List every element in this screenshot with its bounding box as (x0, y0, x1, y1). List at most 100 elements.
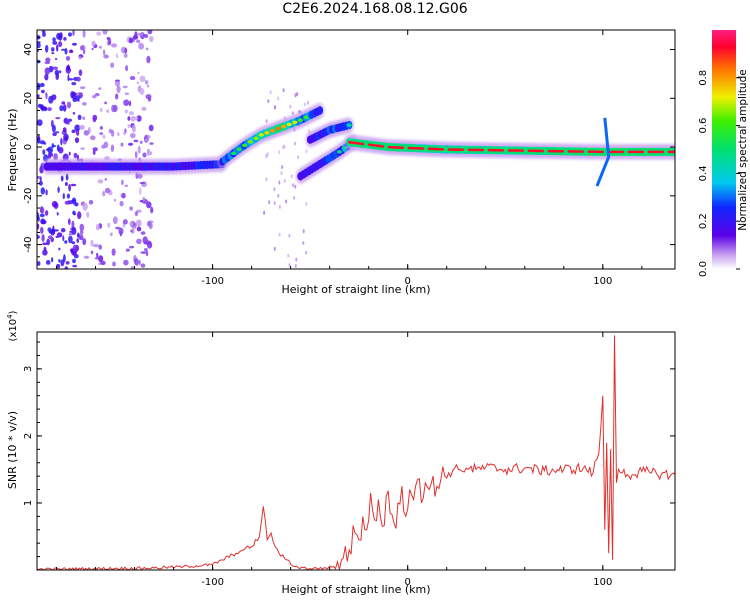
noise-speckle (91, 40, 96, 47)
noise-speckle (45, 93, 47, 96)
noise-speckle (297, 155, 300, 160)
noise-speckle (83, 255, 90, 259)
colorbar-tick-label: 0.8 (698, 70, 709, 86)
noise-speckle (305, 250, 308, 255)
noise-speckle (130, 221, 133, 227)
noise-speckle (139, 75, 146, 83)
noise-speckle (110, 144, 115, 152)
noise-speckle (79, 223, 85, 232)
noise-speckle (44, 73, 49, 81)
noise-speckle (132, 124, 136, 133)
noise-speckle (150, 206, 154, 214)
snr-y-axis-label: SNR (10 * v/v) (6, 411, 19, 489)
noise-speckle (139, 88, 145, 95)
snr-x-axis-label: Height of straight line (km) (281, 583, 430, 596)
noise-speckle (136, 81, 139, 85)
noise-speckle (107, 37, 112, 46)
noise-speckle (45, 260, 51, 265)
noise-speckle (45, 148, 51, 151)
y-tick-label: 0 (23, 144, 34, 150)
noise-speckle (305, 149, 308, 154)
noise-speckle (41, 234, 45, 242)
noise-speckle (147, 220, 152, 227)
noise-speckle (51, 143, 54, 149)
noise-speckle (76, 238, 79, 244)
noise-speckle (98, 87, 102, 90)
noise-speckle (139, 182, 146, 184)
noise-speckle (127, 124, 131, 128)
noise-speckle (82, 202, 88, 211)
noise-speckle (51, 52, 55, 55)
snr-y-multiplier-base: (x10 (8, 319, 19, 342)
spectrogram-y-ticks: -40 -20 0 20 40 (23, 36, 675, 258)
noise-speckle (61, 48, 66, 51)
noise-speckle (136, 115, 142, 122)
noise-speckle (80, 45, 85, 51)
noise-speckle (134, 211, 138, 217)
noise-speckle (65, 56, 71, 61)
noise-speckle (78, 69, 83, 76)
noise-speckle (52, 225, 55, 234)
noise-speckle (134, 31, 138, 39)
noise-speckle (76, 232, 80, 238)
colorbar-tick-label: 0.4 (698, 165, 709, 181)
noise-speckle (123, 53, 128, 58)
noise-speckle (60, 228, 66, 233)
noise-speckle (294, 93, 297, 98)
noise-speckle (58, 247, 61, 251)
noise-speckle (98, 45, 103, 49)
trace-core (281, 124, 287, 129)
y-tick-label: 3 (23, 366, 34, 372)
noise-speckle (148, 124, 154, 132)
noise-speckle (293, 195, 296, 200)
noise-speckle (124, 92, 130, 95)
noise-speckle (40, 226, 44, 234)
noise-speckle (141, 106, 147, 111)
noise-speckle (64, 200, 70, 205)
noise-speckle (135, 258, 139, 266)
noise-speckle (302, 241, 305, 245)
spectrogram-marks (37, 30, 675, 269)
disturbance-mark (595, 117, 611, 187)
noise-speckle (71, 220, 75, 229)
noise-speckle (71, 226, 77, 235)
trace-core (303, 115, 309, 120)
noise-speckle (140, 251, 147, 254)
noise-speckle (130, 230, 133, 232)
noise-speckle (72, 112, 76, 115)
spectrogram-trace (217, 102, 325, 170)
trace-core (346, 123, 352, 127)
noise-speckle (291, 111, 294, 116)
noise-speckle (77, 211, 82, 220)
noise-speckle (278, 180, 281, 185)
noise-speckle (116, 85, 121, 93)
noise-speckle (143, 34, 149, 38)
noise-speckle (46, 238, 50, 246)
noise-speckle (136, 238, 142, 245)
trace-core (247, 140, 253, 144)
noise-speckle (97, 179, 104, 184)
noise-speckle (72, 258, 76, 264)
noise-speckle (120, 142, 124, 147)
noise-speckle (266, 152, 269, 157)
spectrogram-x-ticks: -100 0 100 (56, 30, 643, 287)
noise-speckle (136, 39, 141, 44)
noise-speckle (65, 120, 70, 125)
noise-speckle (123, 131, 126, 136)
trace-core (292, 120, 298, 125)
noise-speckle (303, 102, 306, 107)
noise-speckle (39, 206, 45, 214)
noise-speckle (273, 246, 276, 251)
noise-speckle (292, 183, 295, 188)
noise-speckle (99, 126, 103, 130)
noise-speckle (69, 230, 72, 233)
noise-speckle (92, 147, 98, 152)
noise-speckle (79, 125, 85, 130)
noise-speckle (114, 80, 121, 87)
noise-speckle (37, 49, 40, 52)
noise-speckle (146, 134, 150, 142)
noise-speckle (64, 240, 68, 244)
noise-speckle (50, 152, 53, 157)
y-tick-label: 2 (23, 433, 34, 439)
noise-speckle (56, 32, 62, 40)
